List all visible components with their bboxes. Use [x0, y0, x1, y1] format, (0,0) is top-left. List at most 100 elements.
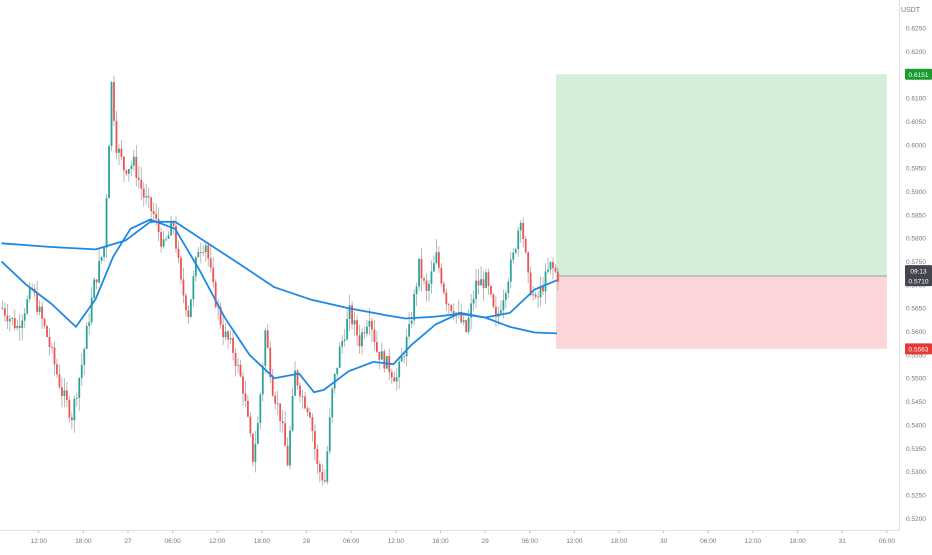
candle-body	[423, 278, 425, 281]
time-tick-label: 18:00	[254, 538, 271, 545]
price-tick-label: 0.5850	[906, 212, 926, 219]
currency-label: USDT	[901, 7, 921, 14]
candle-body	[103, 247, 105, 257]
candle-body	[554, 268, 557, 272]
price-tick-label: 0.6000	[906, 142, 926, 149]
candle-body	[93, 279, 96, 299]
candle-body	[209, 258, 212, 268]
time-tick-label: 06:00	[879, 538, 896, 545]
candle-body	[467, 317, 470, 332]
candle-body	[11, 318, 14, 319]
candle-body	[204, 245, 207, 253]
candle-body	[534, 294, 537, 297]
price-tick-label: 0.5300	[906, 469, 926, 476]
candle-body	[289, 430, 291, 466]
candle-body	[445, 292, 448, 305]
candle-body	[118, 148, 120, 153]
price-tick-label: 0.6100	[906, 96, 926, 103]
candle-body	[1, 308, 4, 309]
candle-body	[433, 263, 435, 272]
time-axis[interactable]: 12:00 18:00 27 06:00 12:00 18:00 28 06:00 12:00 1…	[0, 530, 900, 545]
candle-body	[405, 336, 408, 357]
price-tick-label: 0.5800	[906, 236, 926, 243]
candles	[1, 75, 559, 486]
candle-body	[80, 364, 83, 379]
candle-body	[356, 320, 358, 336]
candle-body	[90, 298, 93, 323]
candle-body	[299, 385, 301, 397]
price-tick-label: 0.5600	[906, 329, 926, 336]
candle-body	[437, 252, 440, 268]
candle-body	[26, 299, 29, 314]
candle-body	[279, 403, 282, 422]
candle-body	[495, 306, 497, 317]
candle-body	[194, 257, 197, 277]
candle-body	[23, 313, 26, 321]
candle-body	[155, 213, 158, 219]
candle-body	[247, 400, 249, 417]
candle-body	[113, 82, 115, 121]
candle-body	[185, 295, 187, 311]
candle-body	[450, 304, 453, 312]
price-tick-label: 0.5350	[906, 446, 926, 453]
candle-body	[274, 395, 277, 404]
candle-body	[78, 378, 81, 398]
candle-body	[177, 248, 180, 258]
candle-body	[522, 222, 525, 239]
candle-body	[75, 397, 78, 399]
candle-body	[120, 148, 123, 157]
candle-body	[472, 298, 475, 304]
candle-body	[127, 168, 130, 174]
candle-body	[328, 417, 331, 452]
candle-body	[98, 260, 101, 283]
candle-body	[485, 272, 487, 288]
candle-body	[532, 294, 535, 296]
candle-body	[512, 252, 515, 260]
candle-body	[470, 303, 473, 318]
candle-body	[172, 222, 175, 226]
candle-body	[509, 259, 512, 282]
candle-body	[378, 351, 381, 360]
candle-body	[395, 377, 398, 382]
candle-body	[390, 372, 393, 378]
position-zones[interactable]	[556, 74, 887, 349]
candle-body	[415, 286, 418, 295]
candle-body	[341, 340, 344, 347]
candle-body	[95, 279, 98, 283]
candle-body	[38, 306, 41, 312]
candle-body	[162, 239, 165, 247]
candle-body	[296, 370, 299, 386]
candle-body	[140, 179, 143, 189]
candle-body	[36, 292, 39, 312]
candle-body	[135, 156, 138, 178]
candle-body	[428, 283, 430, 291]
candle-body	[465, 320, 468, 332]
candle-body	[227, 331, 229, 340]
candle-body	[490, 286, 492, 295]
candle-body	[425, 280, 428, 291]
candle-body	[544, 271, 547, 292]
candle-body	[68, 399, 71, 418]
price-tick-label: 0.5500	[906, 376, 926, 383]
candle-body	[457, 311, 460, 313]
loss-zone[interactable]	[556, 275, 887, 349]
candle-body	[361, 332, 363, 347]
candle-body	[61, 387, 63, 396]
candle-body	[502, 300, 505, 311]
candle-body	[147, 196, 150, 198]
candle-body	[13, 318, 16, 329]
price-axis[interactable]: USDT 0.62500.62000.61500.61000.60500.600…	[899, 0, 927, 530]
candle-body	[527, 252, 530, 273]
stop-loss-tag: 0.5563	[909, 346, 929, 353]
time-tick-label: 18:00	[789, 538, 806, 545]
candle-body	[549, 262, 552, 270]
candle-body	[539, 286, 542, 298]
candle-body	[259, 394, 262, 424]
profit-zone[interactable]	[556, 74, 887, 276]
candle-body	[167, 235, 170, 239]
time-tick-label: 28	[303, 538, 311, 545]
candle-body	[447, 304, 450, 306]
candle-body	[338, 346, 341, 368]
